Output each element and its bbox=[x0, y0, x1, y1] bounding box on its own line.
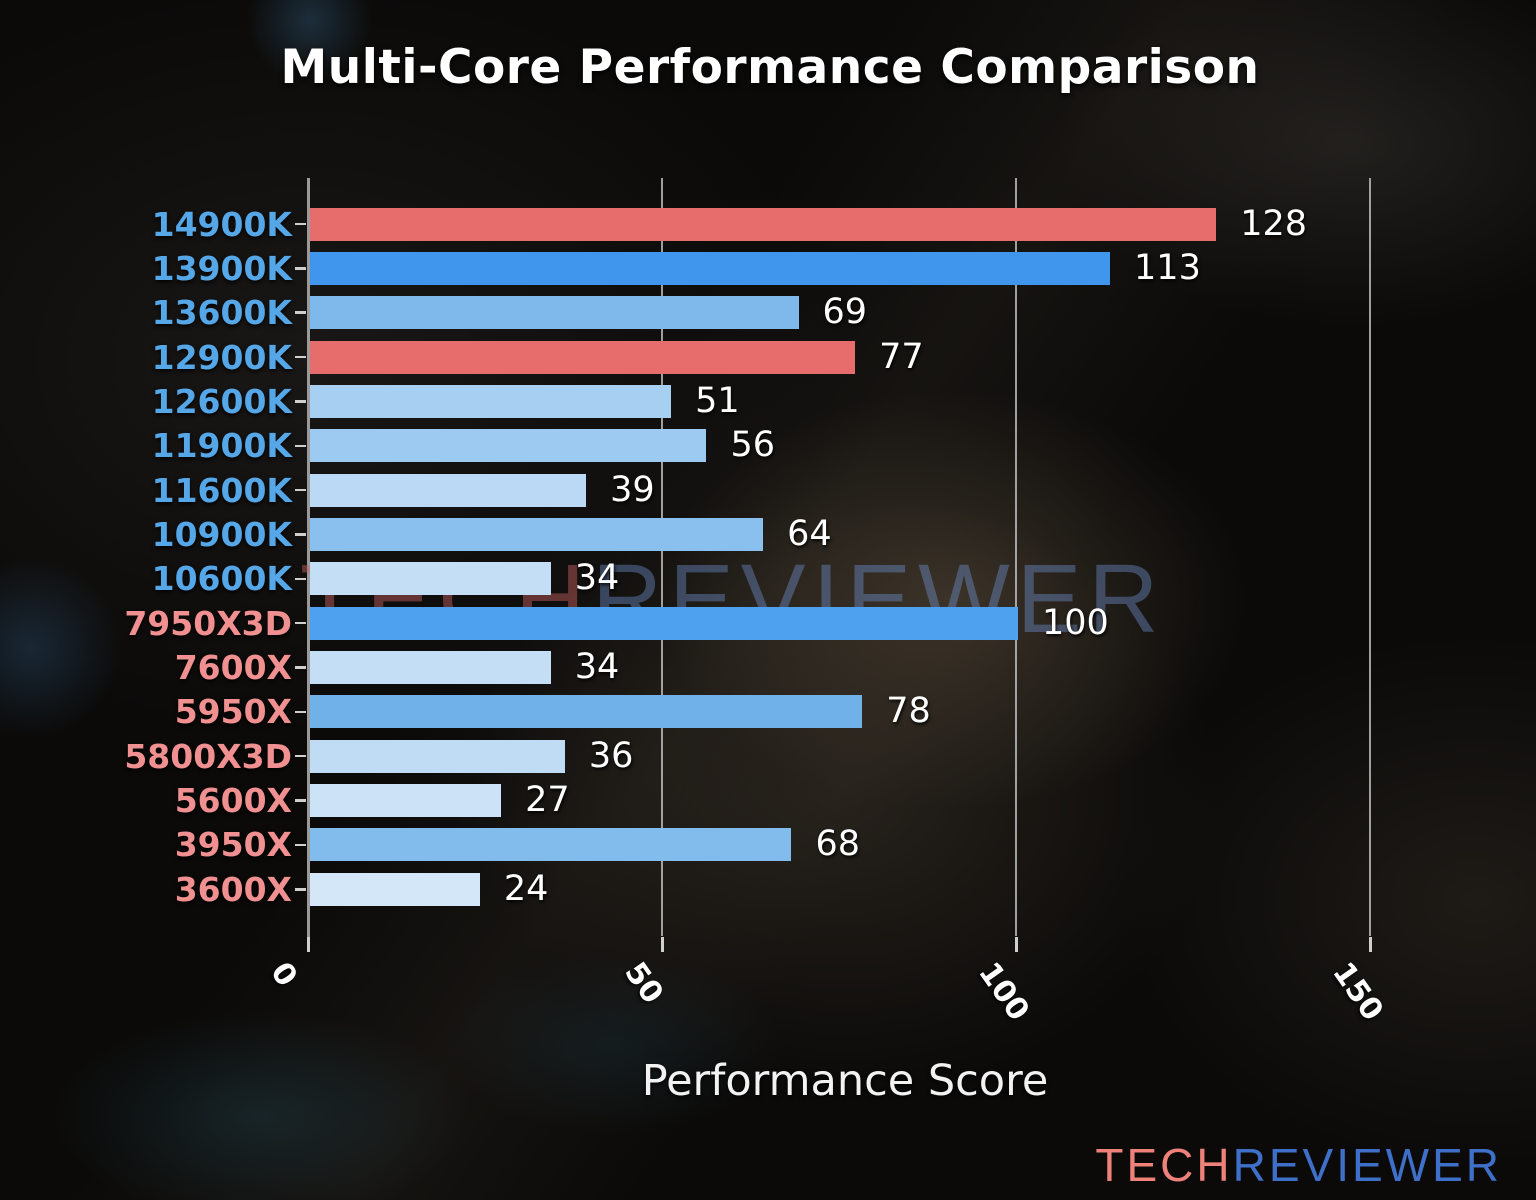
bar-11600K bbox=[310, 473, 587, 507]
category-label-14900K: 14900K bbox=[151, 204, 292, 244]
category-label-11600K: 11600K bbox=[151, 470, 292, 510]
bar-3600X bbox=[310, 872, 480, 906]
value-label-13600K: 69 bbox=[822, 292, 868, 333]
value-label-14900K: 128 bbox=[1240, 203, 1308, 244]
category-label-5950X: 5950X bbox=[174, 692, 292, 732]
value-label-5950X: 78 bbox=[886, 691, 931, 732]
x-tick-100 bbox=[1015, 937, 1018, 952]
category-label-10600K: 10600K bbox=[151, 559, 292, 599]
x-gridline-150 bbox=[1369, 178, 1371, 936]
value-label-10900K: 64 bbox=[787, 513, 832, 554]
y-tick-10600K bbox=[295, 577, 306, 581]
x-tick-0 bbox=[307, 937, 310, 952]
y-tick-14900K bbox=[295, 222, 306, 226]
y-tick-3600X bbox=[295, 888, 306, 891]
value-label-5800X3D: 36 bbox=[588, 735, 634, 776]
category-label-13900K: 13900K bbox=[151, 248, 292, 288]
category-label-10900K: 10900K bbox=[151, 514, 292, 554]
x-gridline-50 bbox=[661, 178, 663, 936]
category-label-12600K: 12600K bbox=[151, 381, 292, 421]
bar-3950X bbox=[310, 828, 792, 862]
y-tick-11900K bbox=[295, 444, 306, 447]
bar-11900K bbox=[310, 429, 707, 463]
bar-5600X bbox=[310, 784, 502, 818]
x-tick-150 bbox=[1369, 937, 1372, 952]
y-tick-5950X bbox=[295, 710, 306, 714]
category-label-3950X: 3950X bbox=[174, 825, 292, 865]
logo-reviewer: REVIEWER bbox=[1232, 1139, 1502, 1191]
category-label-3600X: 3600X bbox=[174, 869, 292, 909]
x-gridline-100 bbox=[1015, 178, 1017, 936]
y-tick-13900K bbox=[295, 267, 306, 270]
y-tick-5800X3D bbox=[295, 754, 306, 758]
category-label-5800X3D: 5800X3D bbox=[124, 736, 292, 776]
bar-13600K bbox=[310, 296, 799, 330]
bar-12600K bbox=[310, 384, 672, 418]
y-tick-5600X bbox=[295, 799, 306, 802]
category-label-11900K: 11900K bbox=[151, 426, 292, 466]
value-label-13900K: 113 bbox=[1134, 247, 1201, 288]
value-label-11900K: 56 bbox=[730, 425, 776, 466]
category-label-12900K: 12900K bbox=[151, 337, 292, 377]
y-tick-3950X bbox=[295, 843, 306, 847]
x-tick-50 bbox=[661, 937, 664, 952]
value-label-11600K: 39 bbox=[610, 469, 655, 510]
y-tick-13600K bbox=[295, 311, 306, 314]
bar-12900K bbox=[310, 340, 856, 374]
value-label-12900K: 77 bbox=[879, 336, 924, 377]
y-tick-7950X3D bbox=[295, 621, 306, 625]
value-label-12600K: 51 bbox=[695, 380, 740, 421]
y-tick-11600K bbox=[295, 488, 306, 492]
bar-10900K bbox=[310, 517, 764, 551]
value-label-7600X: 34 bbox=[574, 647, 620, 687]
y-tick-12600K bbox=[295, 400, 306, 403]
category-label-5600X: 5600X bbox=[174, 781, 292, 821]
category-label-7600X: 7600X bbox=[174, 648, 292, 687]
y-tick-7600X bbox=[295, 666, 306, 669]
value-label-10600K: 34 bbox=[574, 558, 620, 599]
y-tick-10900K bbox=[295, 533, 306, 536]
bar-10600K bbox=[310, 562, 551, 596]
value-label-7950X3D: 100 bbox=[1042, 602, 1109, 643]
x-axis-title: Performance Score bbox=[641, 1056, 1049, 1106]
bar-13900K bbox=[310, 251, 1111, 285]
x-tick-label-100: 100 bbox=[971, 956, 1036, 1028]
value-label-3950X: 68 bbox=[815, 824, 860, 865]
bar-7600X bbox=[310, 651, 551, 684]
y-axis-line bbox=[307, 178, 310, 940]
x-tick-label-0: 0 bbox=[263, 956, 304, 994]
logo-tech: TECH bbox=[1095, 1139, 1233, 1191]
value-label-5600X: 27 bbox=[525, 780, 570, 821]
value-label-3600X: 24 bbox=[503, 868, 549, 909]
techreviewer-logo: TECHREVIEWER bbox=[1095, 1142, 1502, 1188]
category-label-7950X3D: 7950X3D bbox=[124, 603, 292, 643]
bar-5950X bbox=[310, 695, 863, 729]
y-tick-12900K bbox=[295, 355, 306, 359]
bar-7950X3D bbox=[310, 606, 1018, 640]
bar-14900K bbox=[310, 207, 1217, 241]
chart-title: Multi-Core Performance Comparison bbox=[280, 40, 1260, 95]
x-tick-label-50: 50 bbox=[617, 956, 670, 1011]
category-label-13600K: 13600K bbox=[151, 293, 292, 333]
bar-5800X3D bbox=[310, 739, 565, 773]
x-tick-label-150: 150 bbox=[1325, 956, 1390, 1028]
